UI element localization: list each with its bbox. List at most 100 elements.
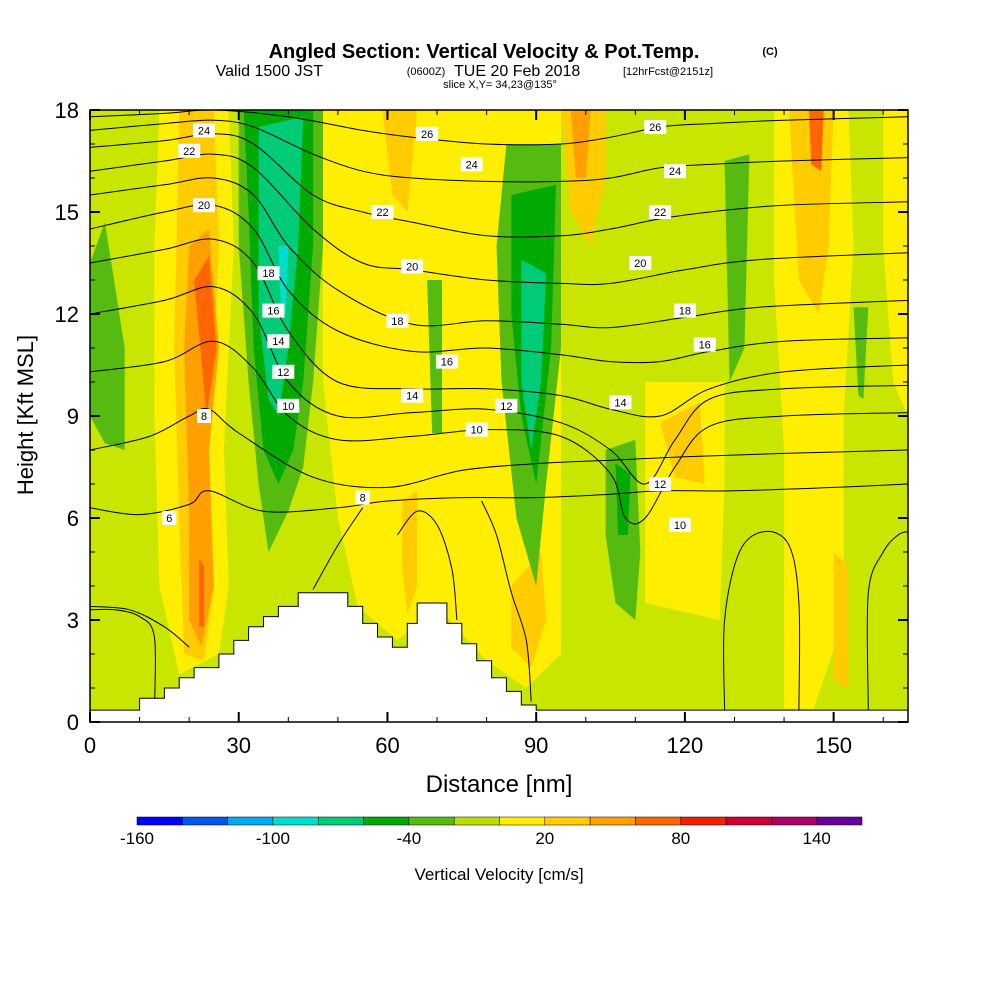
contour-label-box (609, 395, 632, 410)
theta-contour-6 (90, 483, 908, 516)
plot-area: 2422201816141210868262422201816141210262… (89, 109, 909, 723)
contour-label: 20 (629, 256, 652, 270)
theta-contour-10 (90, 340, 908, 525)
contour-label: 24 (664, 164, 686, 179)
contour-label-text: 10 (674, 520, 686, 532)
contour-label-text: 18 (262, 268, 274, 280)
contour-label-box (669, 517, 691, 532)
theta-contour-14 (90, 238, 908, 418)
subtitle-time: Valid 1500 JST (216, 63, 324, 80)
velocity-area (199, 558, 204, 627)
contour-label-text: 24 (466, 159, 478, 171)
colorbar-swatch (544, 816, 591, 826)
title-units: (C) (762, 46, 778, 58)
theta-contour-20 (90, 153, 908, 286)
contour-label: 22 (371, 205, 394, 219)
velocity-area (194, 256, 217, 416)
velocity-area (382, 110, 418, 212)
theta-contour (312, 507, 364, 590)
contour-label-text: 10 (471, 425, 483, 437)
colorbar-tick-label: 20 (535, 829, 554, 848)
theta-contour-12 (90, 286, 908, 485)
velocity-area (833, 552, 849, 688)
colorbar-swatch (453, 816, 500, 826)
contour-label: 6 (162, 511, 177, 525)
contour-label: 16 (262, 303, 285, 318)
contour-label: 12 (272, 364, 295, 379)
colorbar-swatch (363, 816, 410, 826)
x-tick-label: 30 (226, 733, 250, 758)
contour-label-box (673, 303, 696, 318)
contour-label-box (495, 398, 518, 413)
contour-label: 20 (401, 259, 424, 274)
velocity-area (570, 110, 591, 178)
contour-label-text: 14 (272, 336, 284, 348)
velocity-area (660, 402, 705, 484)
x-tick-label: 120 (667, 733, 704, 758)
title-text: Angled Section: Vertical Velocity & Pot.… (269, 41, 700, 63)
contour-label: 16 (693, 337, 716, 352)
terrain (90, 592, 908, 722)
contour-label-box (355, 490, 370, 505)
contour-label: 24 (193, 123, 215, 138)
contour-label: 24 (460, 157, 483, 172)
y-tick-label: 0 (67, 710, 79, 735)
contour-label-box (386, 313, 409, 328)
contour-label-text: 26 (421, 129, 433, 141)
contour-label-box (371, 205, 394, 219)
contour-label-box (262, 303, 285, 318)
theta-contour-18 (90, 177, 908, 329)
contour-label-box (257, 266, 280, 281)
contour-label: 14 (609, 395, 632, 410)
theta-contour-8 (90, 407, 908, 489)
contour-label-text: 16 (699, 340, 711, 352)
colorbar-swatch (408, 816, 455, 826)
contour-label-text: 24 (198, 125, 210, 137)
velocity-area (402, 490, 418, 614)
colorbar-tick-label: -160 (120, 829, 154, 848)
velocity-area (724, 154, 750, 382)
chart-title: Angled Section: Vertical Velocity & Pot.… (269, 41, 778, 63)
y-axis: 0 3 6 9 12 15 18 (55, 98, 908, 735)
y-tick-label: 15 (55, 200, 79, 225)
x-tick-label: 60 (375, 733, 399, 758)
colorbar-swatch (725, 816, 772, 826)
contour-label-text: 22 (183, 146, 195, 158)
theta-contour-24 (90, 119, 908, 183)
colorbar-tick-label: -100 (256, 829, 290, 848)
theta-contour (90, 605, 190, 648)
x-axis: 0 30 60 90 120 150 (84, 110, 884, 758)
y-tick-label: 18 (55, 98, 79, 123)
y-tick-label: 9 (67, 404, 79, 429)
colorbar-swatch (182, 816, 228, 826)
contour-label-box (644, 120, 667, 134)
colorbar-swatch (589, 816, 636, 826)
contour-label: 10 (465, 422, 488, 437)
colorbar-tick-label: -40 (397, 829, 422, 848)
contour-label: 10 (277, 398, 300, 413)
contour-label-box (178, 143, 201, 158)
velocity-area (615, 463, 631, 535)
contour-label-text: 12 (277, 367, 289, 379)
contour-label-box (693, 337, 716, 352)
colorbar-swatch (635, 816, 681, 826)
contour-label-text: 20 (406, 261, 418, 273)
contour-label: 18 (386, 313, 409, 328)
contour-label: 14 (267, 334, 290, 349)
colorbar-swatch (816, 816, 863, 826)
theta-contour (481, 500, 532, 702)
contour-label-text: 14 (406, 391, 418, 403)
contour-label-box (267, 334, 290, 349)
contour-label: 18 (257, 266, 280, 281)
colorbar-swatch (499, 816, 546, 826)
contour-label-text: 22 (654, 207, 666, 219)
chart-subtitle: Valid 1500 JST (0600Z) TUE 20 Feb 2018 [… (216, 63, 713, 80)
velocity-area (511, 552, 547, 668)
contour-label-text: 8 (201, 411, 207, 423)
x-tick-label: 90 (524, 733, 548, 758)
subtitle-forecast: [12hrFcst@2151z] (623, 66, 713, 78)
contour-label-text: 12 (654, 479, 666, 491)
subtitle-date: TUE 20 Feb 2018 (454, 63, 580, 80)
velocity-area (427, 280, 442, 433)
